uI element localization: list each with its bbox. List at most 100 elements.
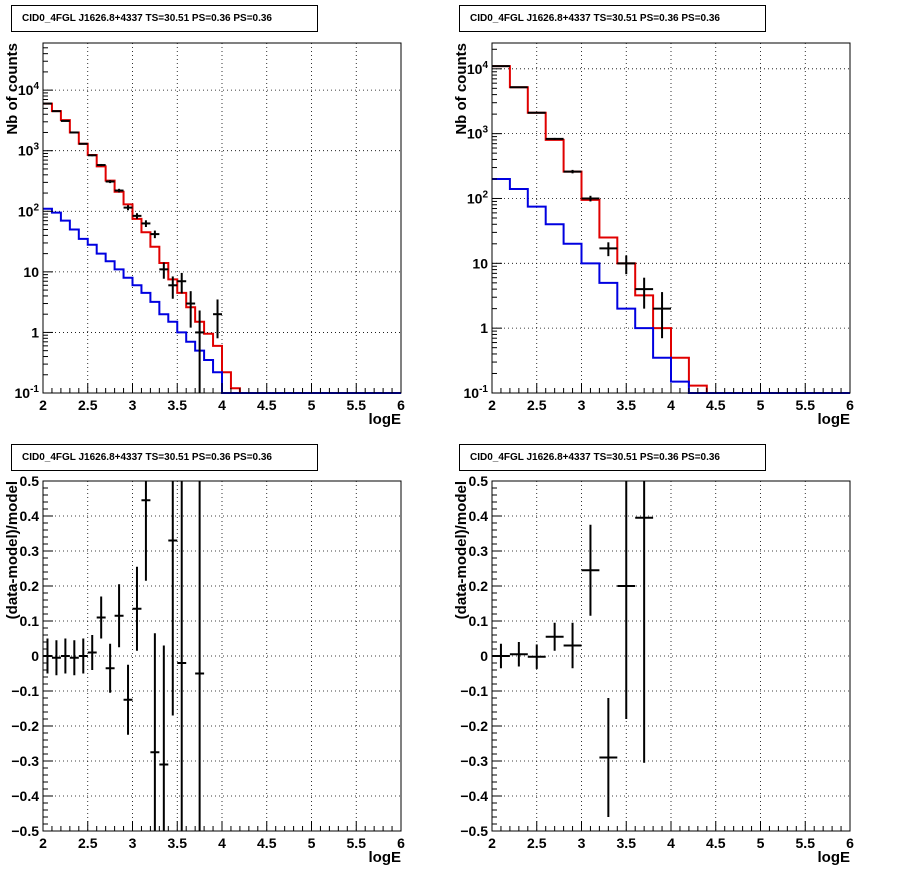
x-tick-label: 5 xyxy=(757,397,765,413)
y-tick-label: 1 xyxy=(480,320,488,336)
data-point xyxy=(150,633,160,831)
x-tick-label: 3 xyxy=(129,397,137,413)
x-tick-label: 4.5 xyxy=(706,835,726,851)
x-tick-label: 6 xyxy=(846,397,854,413)
y-tick-label: 102 xyxy=(467,189,489,206)
x-tick-label: 5 xyxy=(308,397,316,413)
y-axis-label: (data-model)/model xyxy=(4,481,21,619)
data-point xyxy=(617,255,636,275)
x-tick-label: 2 xyxy=(488,397,496,413)
data-point xyxy=(78,638,88,674)
plot-panel-3: 2 2.5 3 3.5 4 4.5 5 5.5 6 −0.5 −0.4 −0.3 −0.2 −0.1 0 0.… xyxy=(4,473,405,866)
y-tick-label: 10 xyxy=(472,255,488,271)
data-point xyxy=(69,640,79,676)
y-tick-label: 0 xyxy=(31,648,39,664)
y-tick-label: 0.3 xyxy=(469,543,489,559)
data-points xyxy=(43,102,222,393)
data-point xyxy=(545,137,564,140)
data-point xyxy=(213,299,222,339)
x-tick-label: 2.5 xyxy=(527,397,547,413)
data-points xyxy=(492,65,671,339)
y-tick-label: −0.5 xyxy=(11,823,39,839)
tick-marks xyxy=(491,48,851,394)
x-tick-label: 4 xyxy=(218,397,226,413)
data-point xyxy=(168,481,178,716)
y-tick-label: −0.2 xyxy=(460,718,488,734)
y-tick-label: −0.1 xyxy=(11,683,39,699)
x-axis-label: logE xyxy=(369,849,402,866)
x-tick-label: 4 xyxy=(667,835,675,851)
data-point xyxy=(563,622,582,669)
x-tick-label: 6 xyxy=(846,835,854,851)
x-tick-label: 6 xyxy=(397,835,405,851)
data-point xyxy=(581,524,600,616)
data-point xyxy=(653,292,671,339)
data-point xyxy=(123,205,133,211)
data-point xyxy=(599,242,618,257)
data-point xyxy=(509,86,528,89)
data-point xyxy=(581,195,600,202)
y-tick-label: 0 xyxy=(480,648,488,664)
data-point xyxy=(527,644,546,669)
x-tick-label: 2.5 xyxy=(78,397,98,413)
y-axis-label: Nb of counts xyxy=(4,43,21,135)
data-point xyxy=(96,596,106,639)
y-tick-label: 102 xyxy=(18,202,40,219)
data-point xyxy=(141,481,151,581)
x-tick-label: 2.5 xyxy=(527,835,547,851)
plot-panel-1: 2 2.5 3 3.5 4 4.5 5 5.5 6 10-1 1 10 102 103 104 logE Nb … xyxy=(4,42,405,428)
tick-marks xyxy=(42,42,402,394)
data-point xyxy=(132,213,142,219)
data-point xyxy=(114,584,124,648)
y-tick-label: −0.2 xyxy=(11,718,39,734)
x-tick-label: 3.5 xyxy=(168,397,188,413)
y-tick-label: 10-1 xyxy=(15,384,40,401)
data-point xyxy=(195,310,205,393)
data-point xyxy=(60,638,70,674)
x-tick-label: 4.5 xyxy=(257,835,277,851)
data-point xyxy=(527,111,546,114)
data-point xyxy=(114,188,124,193)
grid-lines xyxy=(43,43,401,393)
data-point xyxy=(87,635,97,670)
data-point xyxy=(51,110,61,113)
data-point xyxy=(159,262,169,279)
y-tick-label: 0.5 xyxy=(20,473,40,489)
data-point xyxy=(105,643,115,693)
y-tick-label: −0.3 xyxy=(460,753,488,769)
tick-marks xyxy=(491,480,851,832)
y-tick-label: 0.4 xyxy=(20,508,40,524)
data-point xyxy=(159,645,169,831)
x-tick-label: 5 xyxy=(757,835,765,851)
x-tick-label: 4.5 xyxy=(257,397,277,413)
x-tick-label: 6 xyxy=(397,397,405,413)
panel-title-2: CID0_4FGL J1626.8+4337 TS=30.51 PS=0.36 … xyxy=(459,5,766,32)
y-tick-label: 104 xyxy=(467,60,489,77)
data-point xyxy=(177,272,187,294)
data-point xyxy=(563,169,582,174)
x-tick-label: 3 xyxy=(129,835,137,851)
y-tick-label: 103 xyxy=(18,142,40,159)
x-tick-label: 2.5 xyxy=(78,835,98,851)
y-tick-label: 0.1 xyxy=(20,613,40,629)
panel-title-3: CID0_4FGL J1626.8+4337 TS=30.51 PS=0.36 … xyxy=(11,444,318,471)
y-tick-label: 0.4 xyxy=(469,508,489,524)
data-point xyxy=(617,481,636,719)
y-tick-label: −0.3 xyxy=(11,753,39,769)
y-tick-label: 0.3 xyxy=(20,543,40,559)
x-tick-label: 3.5 xyxy=(617,835,637,851)
x-tick-label: 3.5 xyxy=(168,835,188,851)
data-point xyxy=(60,119,70,122)
data-point xyxy=(51,640,61,676)
x-tick-label: 2 xyxy=(488,835,496,851)
x-tick-label: 2 xyxy=(39,397,47,413)
data-point xyxy=(545,622,564,651)
y-tick-label: 104 xyxy=(18,81,40,98)
y-tick-label: 1 xyxy=(31,324,39,340)
plot-panel-2: 2 2.5 3 3.5 4 4.5 5 5.5 6 10-1 1 10 102 103 104 logE Nb … xyxy=(453,42,854,428)
y-tick-label: 0.2 xyxy=(469,578,489,594)
y-tick-label: −0.5 xyxy=(460,823,488,839)
y-tick-label: 10 xyxy=(23,264,39,280)
x-tick-label: 5.5 xyxy=(347,835,367,851)
x-axis-label: logE xyxy=(818,411,851,428)
